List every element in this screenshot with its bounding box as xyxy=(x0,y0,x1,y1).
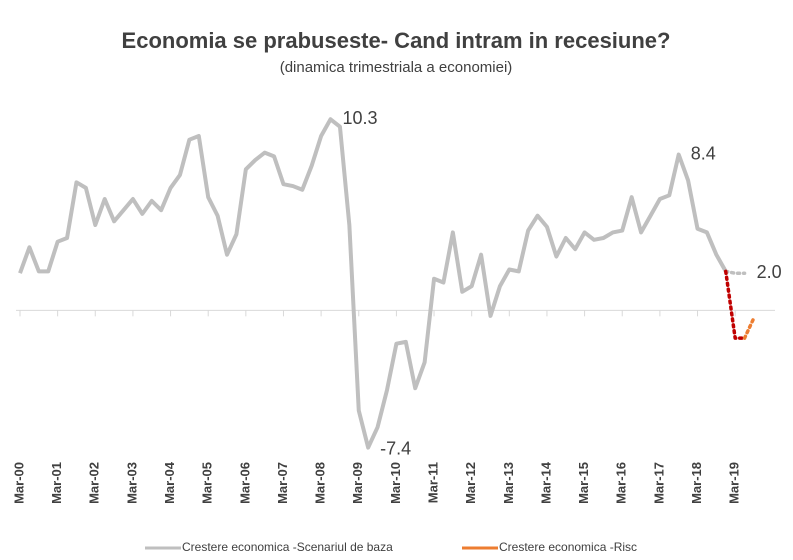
series-line xyxy=(18,117,728,450)
x-tick-label: Mar-02 xyxy=(87,462,102,504)
x-tick-label: Mar-12 xyxy=(463,462,478,504)
x-tick-label: Mar-10 xyxy=(388,462,403,504)
legend-label: Crestere economica -Risc xyxy=(499,540,637,554)
data-label: -7.4 xyxy=(380,438,411,458)
x-tick-label: Mar-07 xyxy=(275,462,290,504)
series-line xyxy=(742,315,756,340)
x-tick-label: Mar-03 xyxy=(124,462,139,504)
chart-title: Economia se prabuseste- Cand intram in r… xyxy=(122,28,671,53)
x-tick-label: Mar-15 xyxy=(576,462,591,504)
x-tick-label: Mar-06 xyxy=(237,462,252,504)
series-line xyxy=(724,269,747,275)
x-tick-label: Mar-13 xyxy=(501,462,516,504)
x-tick-label: Mar-19 xyxy=(727,462,742,504)
x-tick-label: Mar-00 xyxy=(11,462,26,504)
x-tick-label: Mar-17 xyxy=(651,462,666,504)
x-tick-label: Mar-14 xyxy=(538,461,553,504)
chart-subtitle: (dinamica trimestriala a economiei) xyxy=(280,59,513,76)
series-line xyxy=(724,269,747,340)
x-tick-label: Mar-16 xyxy=(614,462,629,504)
x-tick-label: Mar-04 xyxy=(162,461,177,504)
data-label: 8.4 xyxy=(691,143,716,163)
x-tick-label: Mar-09 xyxy=(350,462,365,504)
legend-label: Crestere economica -Scenariul de baza xyxy=(182,540,393,554)
x-tick-label: Mar-08 xyxy=(313,462,328,504)
x-tick-label: Mar-05 xyxy=(200,462,215,504)
x-tick-label: Mar-18 xyxy=(689,462,704,504)
x-tick-label: Mar-11 xyxy=(425,462,440,503)
data-label: 2.0 xyxy=(757,262,782,282)
data-label: 10.3 xyxy=(343,108,378,128)
x-tick-label: Mar-01 xyxy=(49,462,64,504)
